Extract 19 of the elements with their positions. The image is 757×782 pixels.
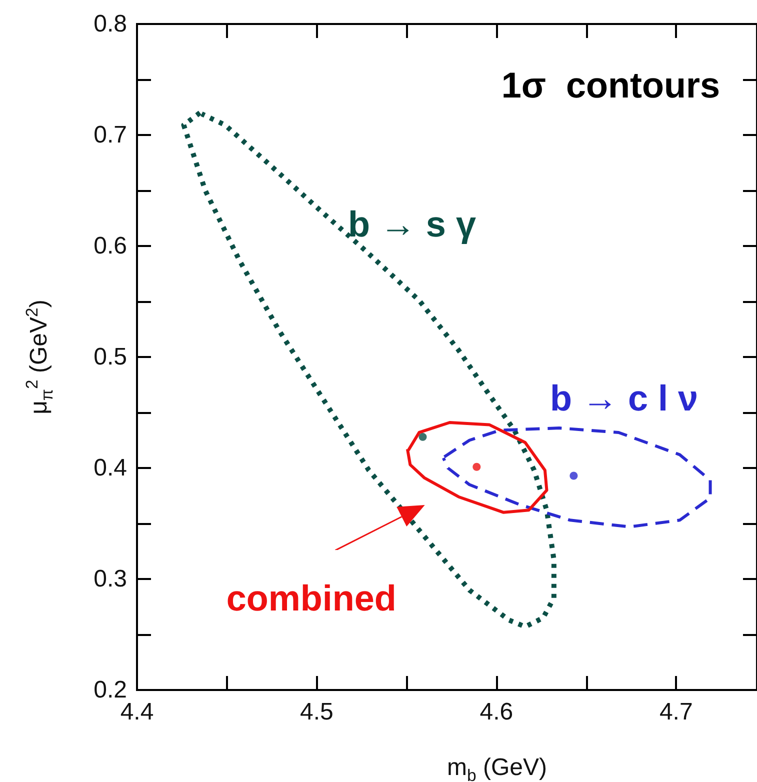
x-tick-label: 4.7 bbox=[659, 698, 693, 726]
y-tick-label: 0.6 bbox=[94, 232, 127, 260]
x-tick-label: 4.5 bbox=[300, 698, 334, 726]
y-tick-label: 0.5 bbox=[94, 344, 127, 370]
point bbox=[472, 462, 481, 471]
series-label: b → s γ bbox=[348, 203, 476, 244]
x-axis-title: m$_{b}$ (GeV) bbox=[446, 754, 548, 782]
text: combined bbox=[226, 577, 396, 618]
point bbox=[570, 472, 578, 480]
y-tick-label: 0.7 bbox=[94, 122, 127, 148]
y-tick-label: 0.4 bbox=[94, 454, 127, 482]
y-tick-label: 0.8 bbox=[94, 10, 127, 38]
line-series bbox=[406, 420, 548, 514]
line-series bbox=[442, 426, 712, 528]
y-tick-label: 0.3 bbox=[94, 566, 127, 592]
series-label: b → c l ν bbox=[550, 378, 698, 419]
point bbox=[418, 432, 427, 441]
x-tick-label: 4.6 bbox=[480, 698, 514, 726]
text: 1σ contours bbox=[501, 64, 720, 106]
